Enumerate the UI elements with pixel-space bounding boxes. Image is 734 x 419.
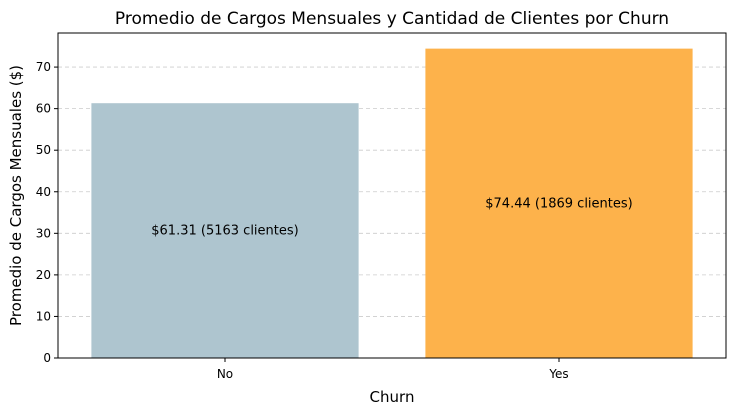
x-tick-label: Yes [548,367,568,381]
x-axis: No Yes [217,358,569,381]
y-tick-label: 10 [36,309,51,323]
chart-title: Promedio de Cargos Mensuales y Cantidad … [115,9,669,29]
bars [91,48,693,359]
bar-value-label: $74.44 (1869 clientes) [485,196,632,211]
y-tick-label: 40 [36,185,51,199]
bar-no [91,103,359,359]
bar-value-label: $61.31 (5163 clientes) [151,224,298,239]
y-tick-label: 50 [36,143,51,157]
bar-labels: $61.31 (5163 clientes) $74.44 (1869 clien… [151,196,632,238]
bar-yes [425,48,693,359]
x-axis-label: Churn [370,388,415,406]
y-axis-label: Promedio de Cargos Mensuales ($) [7,65,25,326]
y-tick-label: 60 [36,102,51,116]
y-tick-label: 70 [36,60,51,74]
y-tick-label: 30 [36,226,51,240]
y-tick-label: 20 [36,268,51,282]
plot-frame [57,32,727,359]
y-tick-label: 0 [43,351,51,365]
x-tick-label: No [217,367,233,381]
y-axis: 0 10 20 30 40 50 60 70 [36,60,58,365]
